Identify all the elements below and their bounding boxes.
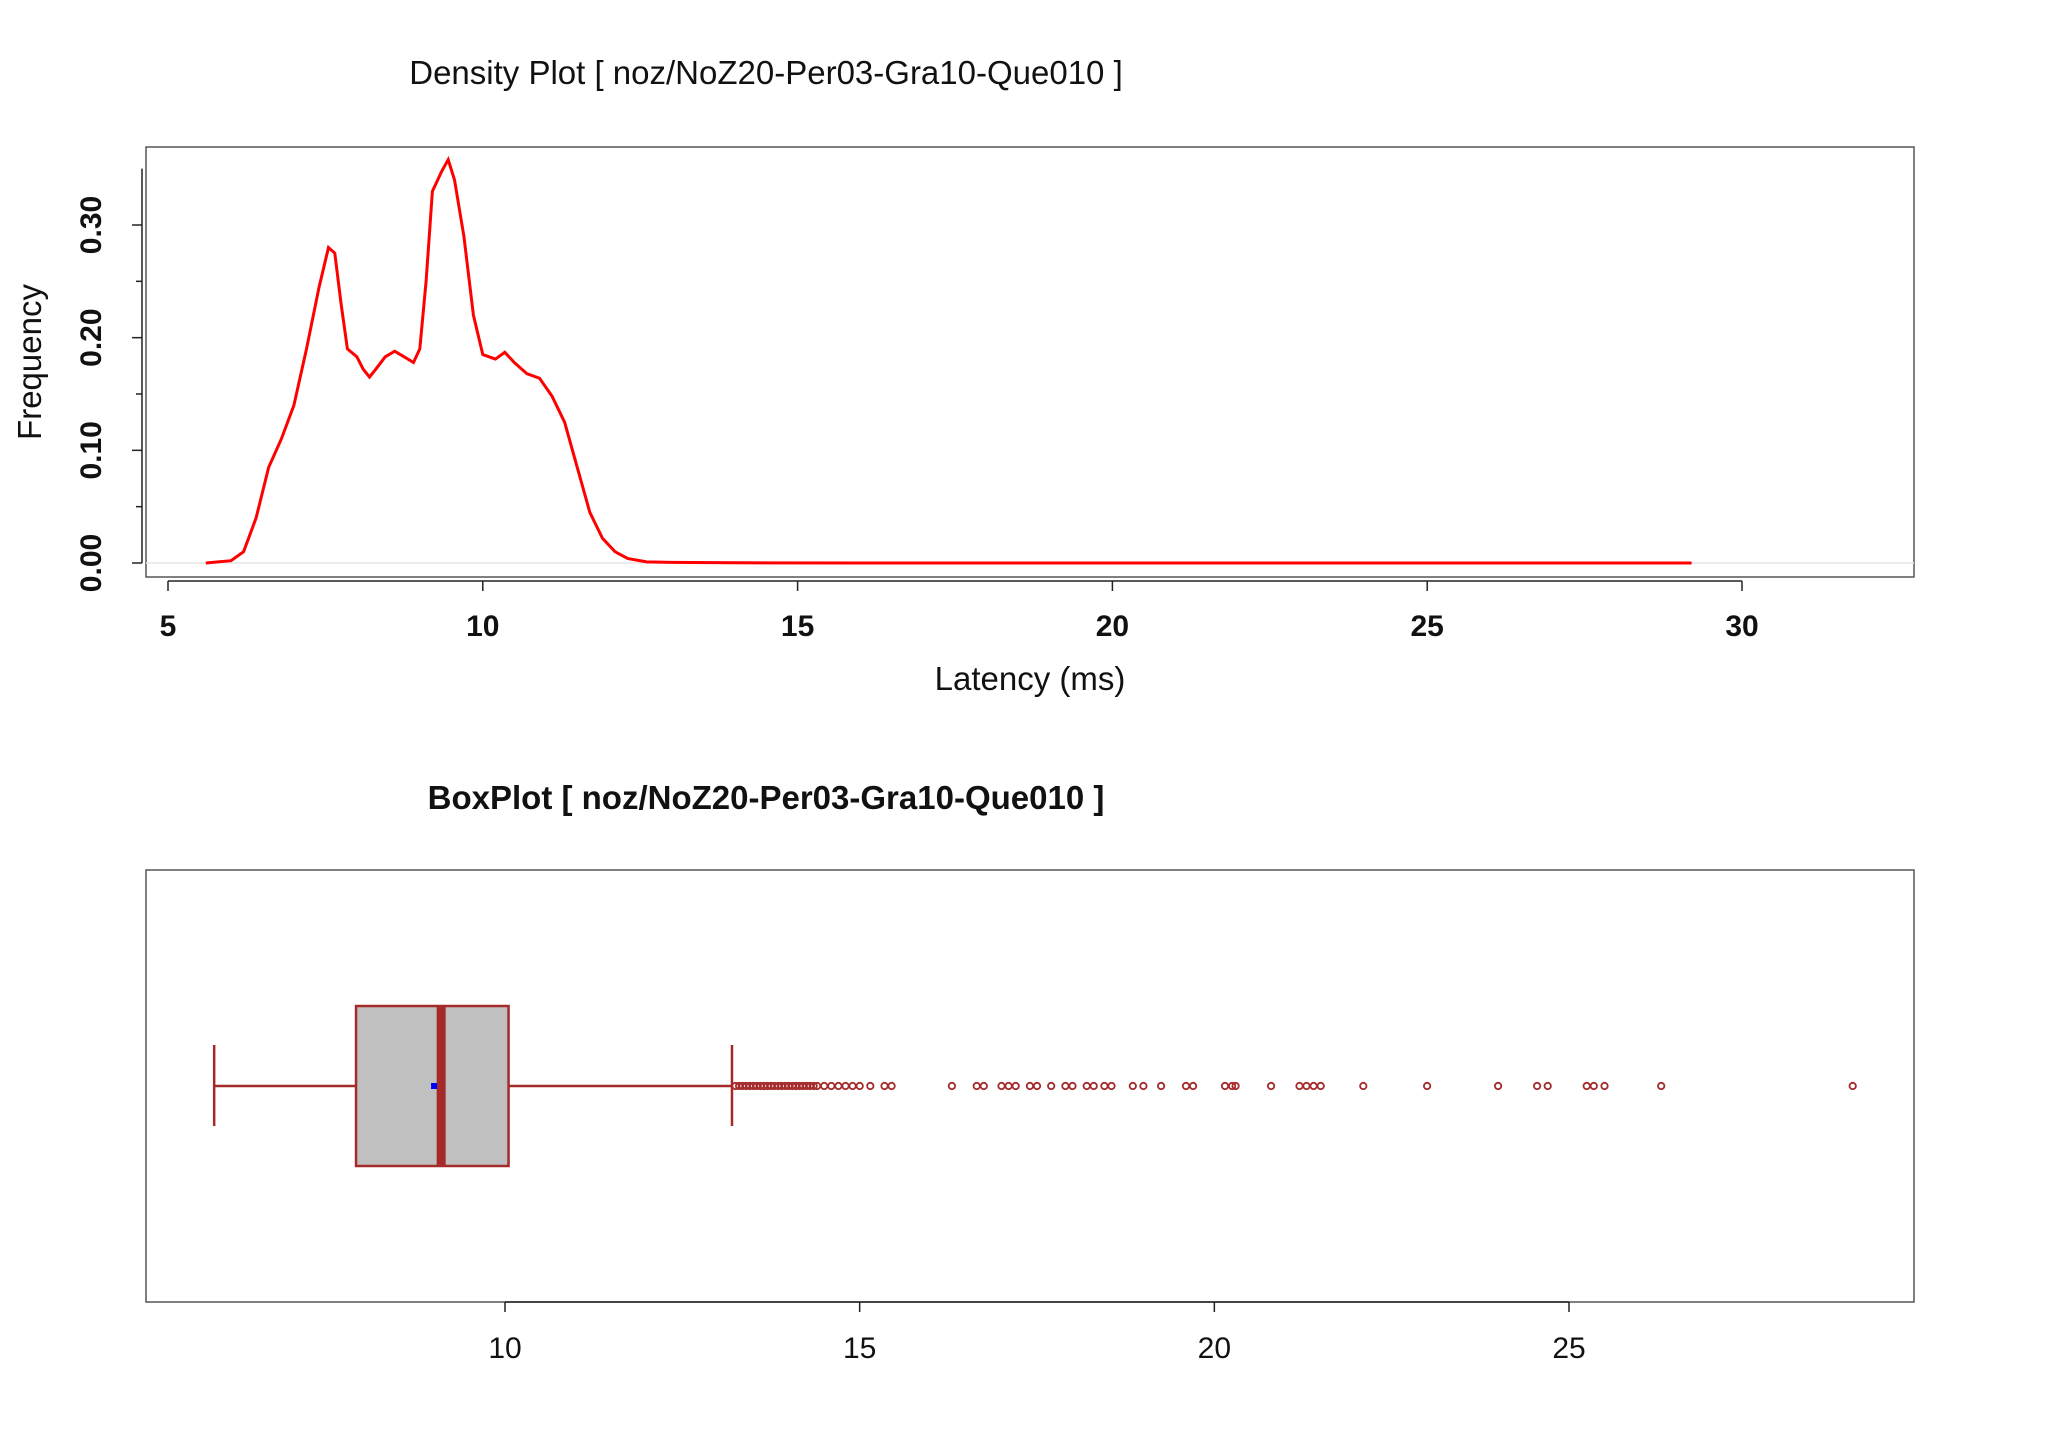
density-x-tick-label: 20 [1096, 610, 1129, 643]
boxplot-x-axis: 10 15 20 25 [488, 1301, 1586, 1365]
density-x-tick-label: 5 [160, 610, 177, 643]
boxplot-outlier [1543, 1081, 1552, 1091]
boxplot-outlier [1181, 1081, 1191, 1091]
density-y-tick-label: 0.30 [75, 196, 108, 254]
boxplot-x-tick-label: 15 [843, 1332, 876, 1365]
boxplot-outlier [1011, 1081, 1020, 1091]
density-x-tick-label: 30 [1725, 610, 1758, 643]
boxplot-outlier [827, 1081, 836, 1091]
boxplot-outlier [1231, 1081, 1240, 1091]
boxplot-outlier [1600, 1081, 1609, 1091]
boxplot-outlier [866, 1081, 875, 1091]
boxplot-outlier [834, 1081, 843, 1091]
boxplot-outlier [947, 1081, 957, 1091]
boxplot-outlier [855, 1081, 864, 1091]
boxplot-outlier [1157, 1081, 1166, 1091]
boxplot-outlier [880, 1081, 889, 1091]
boxplot-outlier [1309, 1081, 1318, 1091]
density-y-tick-label: 0.10 [75, 421, 108, 479]
boxplot-outlier [1228, 1081, 1237, 1091]
boxplot-outlier [1061, 1081, 1070, 1091]
boxplot-outlier [1100, 1081, 1109, 1091]
boxplot-outlier [1089, 1081, 1098, 1091]
boxplot-outlier [1025, 1081, 1035, 1091]
density-x-tick-label: 25 [1411, 610, 1444, 643]
boxplot-x-tick-label: 20 [1198, 1332, 1231, 1365]
boxplot-outlier [1359, 1081, 1368, 1091]
boxplot-outlier [1533, 1081, 1542, 1091]
boxplot-outlier [1848, 1081, 1857, 1091]
boxplot-outlier [1582, 1081, 1591, 1091]
boxplot-outlier [1082, 1081, 1091, 1091]
boxplot-outlier [820, 1081, 829, 1091]
density-y-axis-label: Frequency [11, 284, 48, 440]
boxplot-outlier [1107, 1081, 1116, 1091]
density-y-axis: 0.00 0.10 0.20 0.30 [75, 168, 143, 592]
boxplot-outliers [731, 1081, 1857, 1091]
boxplot-outlier [1295, 1081, 1304, 1091]
density-x-axis-label: Latency (ms) [935, 660, 1126, 697]
boxplot-outlier [997, 1081, 1006, 1091]
boxplot-title: BoxPlot [ noz/NoZ20-Per03-Gra10-Que010 ] [428, 779, 1105, 816]
density-title: Density Plot [ noz/NoZ20-Per03-Gra10-Que… [409, 54, 1123, 91]
boxplot-outlier [841, 1081, 850, 1091]
boxplot-outlier [1032, 1081, 1042, 1091]
boxplot-outlier [979, 1081, 988, 1091]
density-x-tick-label: 10 [466, 610, 499, 643]
boxplot-outlier [809, 1081, 818, 1091]
boxplot-outlier [1423, 1081, 1432, 1091]
boxplot-outlier [1302, 1081, 1311, 1091]
boxplot-outlier [1004, 1081, 1013, 1091]
density-x-tick-label: 15 [781, 610, 814, 643]
density-plot-frame [145, 146, 1915, 578]
boxplot-outlier [1589, 1081, 1598, 1091]
density-y-tick-label: 0.20 [75, 308, 108, 366]
density-curve [205, 155, 1692, 565]
boxplot-outlier [1657, 1081, 1666, 1091]
boxplot-outlier [1047, 1081, 1056, 1091]
boxplot-outlier [848, 1081, 857, 1091]
boxplot-outlier [1316, 1081, 1325, 1091]
boxplot-mean-marker [431, 1083, 438, 1089]
boxplot-outlier [972, 1081, 981, 1091]
boxplot-x-tick-label: 10 [488, 1332, 521, 1365]
boxplot-outlier [1220, 1081, 1230, 1091]
boxplot-outlier [1128, 1081, 1137, 1091]
boxplot-outlier [1189, 1081, 1198, 1091]
boxplot-outlier [1068, 1081, 1077, 1091]
boxplot-outlier [887, 1081, 896, 1091]
boxplot-x-tick-label: 25 [1552, 1332, 1585, 1365]
density-x-axis: 5 10 15 20 25 30 [160, 580, 1759, 643]
boxplot-outlier [1494, 1081, 1503, 1091]
boxplot-glyph [212, 1004, 734, 1168]
boxplot-outlier [1267, 1081, 1276, 1091]
boxplot-outlier [1139, 1081, 1148, 1091]
density-y-tick-label: 0.00 [75, 534, 108, 592]
